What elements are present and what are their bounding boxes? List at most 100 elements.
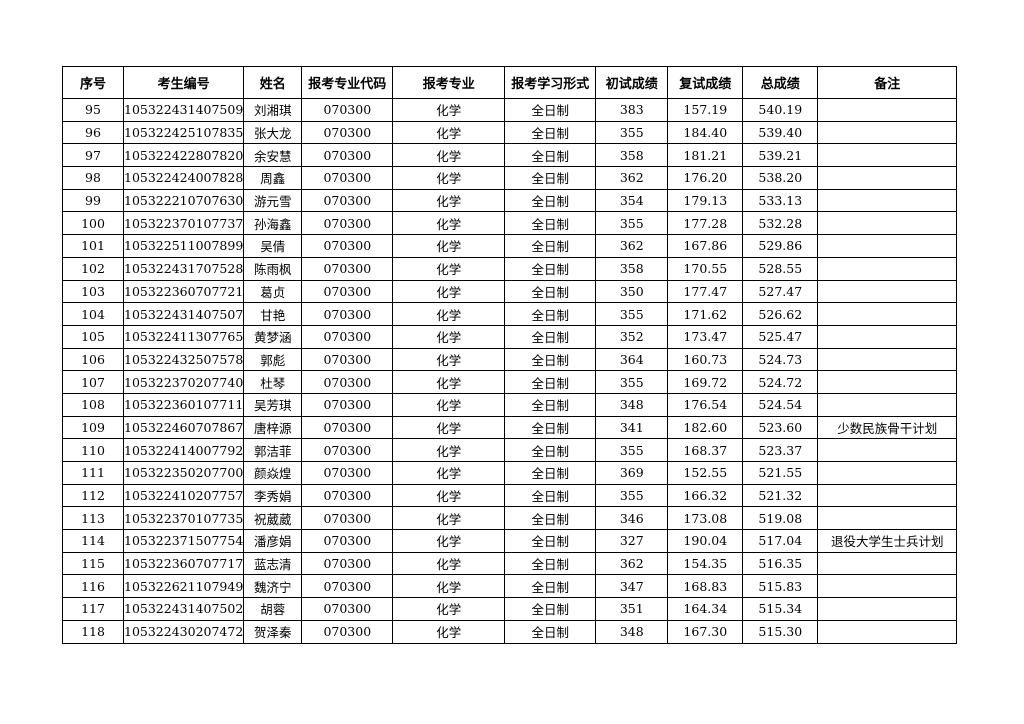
table-cell: 全日制 xyxy=(504,302,597,326)
table-cell: 105322460707867 xyxy=(122,415,245,440)
table-cell: 521.55 xyxy=(742,461,819,485)
table-cell xyxy=(817,438,958,462)
table-cell: 全日制 xyxy=(504,619,597,644)
table-cell: 全日制 xyxy=(504,166,597,190)
table-cell: 521.32 xyxy=(742,483,819,508)
table-cell xyxy=(817,324,958,349)
table-cell: 103 xyxy=(62,279,124,304)
table-cell: 化学 xyxy=(392,551,506,576)
table-cell: 胡蓉 xyxy=(243,597,303,621)
table-cell: 515.34 xyxy=(742,597,819,621)
table-cell: 全日制 xyxy=(504,279,597,304)
header-cell: 初试成绩 xyxy=(595,66,669,99)
table-cell: 179.13 xyxy=(667,188,744,213)
table-cell: 周鑫 xyxy=(243,166,303,190)
table-cell: 全日制 xyxy=(504,143,597,168)
table-cell: 070300 xyxy=(301,574,394,599)
table-cell: 114 xyxy=(62,529,124,553)
table-cell: 523.60 xyxy=(742,415,819,440)
table-cell: 化学 xyxy=(392,211,506,236)
table-cell: 化学 xyxy=(392,529,506,553)
table-cell: 106 xyxy=(62,347,124,372)
table-cell: 潘彦娟 xyxy=(243,529,303,553)
table-cell xyxy=(817,506,958,531)
table-row: 110 105322414007792 郭洁菲 070300 化学 全日制 355 168.3… xyxy=(62,438,958,462)
table-cell: 化学 xyxy=(392,438,506,462)
table-cell: 少数民族骨干计划 xyxy=(817,415,958,440)
table-cell: 110 xyxy=(62,438,124,462)
table-row: 116 105322621107949 魏济宁 070300 化学 全日制 347 168.8… xyxy=(62,574,958,599)
table-cell: 全日制 xyxy=(504,506,597,531)
table-row: 118 105322430207472 贺泽秦 070300 化学 全日制 348 167.3… xyxy=(62,619,958,644)
table-cell: 152.55 xyxy=(667,461,744,485)
header-cell: 考生编号 xyxy=(122,66,245,99)
table-cell: 105322370107737 xyxy=(122,211,245,236)
table-cell: 郭洁菲 xyxy=(243,438,303,462)
table-cell: 525.47 xyxy=(742,324,819,349)
table-cell: 全日制 xyxy=(504,483,597,508)
table-row: 104 105322431407507 甘艳 070300 化学 全日制 355 171.62… xyxy=(62,302,958,326)
table-cell: 105322360707717 xyxy=(122,551,245,576)
table-cell: 甘艳 xyxy=(243,302,303,326)
table-cell: 167.30 xyxy=(667,619,744,644)
table-cell: 164.34 xyxy=(667,597,744,621)
table-cell: 化学 xyxy=(392,234,506,258)
table-cell xyxy=(817,256,958,281)
table-cell: 全日制 xyxy=(504,370,597,394)
table-cell: 化学 xyxy=(392,302,506,326)
table-cell: 070300 xyxy=(301,415,394,440)
table-row: 113 105322370107735 祝葳葳 070300 化学 全日制 346 173.0… xyxy=(62,506,958,531)
table-cell: 全日制 xyxy=(504,347,597,372)
table-cell xyxy=(817,461,958,485)
table-cell: 182.60 xyxy=(667,415,744,440)
table-cell: 157.19 xyxy=(667,98,744,122)
table-cell: 105 xyxy=(62,324,124,349)
table-row: 103 105322360707721 葛贞 070300 化学 全日制 350 177.47… xyxy=(62,279,958,304)
table-cell xyxy=(817,188,958,213)
table-row: 97 105322422807820 余安慧 070300 化学 全日制 358 181.21… xyxy=(62,143,958,168)
table-cell: 070300 xyxy=(301,370,394,394)
table-row: 99 105322210707630 游元雪 070300 化学 全日制 354 179.13… xyxy=(62,188,958,213)
table-cell: 351 xyxy=(595,597,669,621)
table-cell: 全日制 xyxy=(504,392,597,417)
table-cell: 化学 xyxy=(392,574,506,599)
table-cell: 全日制 xyxy=(504,529,597,553)
table-row: 111 105322350207700 颜焱煌 070300 化学 全日制 369 152.5… xyxy=(62,461,958,485)
table-cell: 化学 xyxy=(392,506,506,531)
table-cell: 化学 xyxy=(392,415,506,440)
table-cell: 96 xyxy=(62,120,124,145)
table-cell: 全日制 xyxy=(504,234,597,258)
table-row: 95 105322431407509 刘湘琪 070300 化学 全日制 383 157.19… xyxy=(62,98,958,122)
table-cell: 070300 xyxy=(301,461,394,485)
table-cell: 孙海鑫 xyxy=(243,211,303,236)
table-cell: 160.73 xyxy=(667,347,744,372)
table-cell xyxy=(817,551,958,576)
table-cell: 化学 xyxy=(392,619,506,644)
table-cell: 吴倩 xyxy=(243,234,303,258)
table-cell xyxy=(817,143,958,168)
table-cell: 98 xyxy=(62,166,124,190)
table-cell: 105322210707630 xyxy=(122,188,245,213)
table-cell: 葛贞 xyxy=(243,279,303,304)
table-cell: 533.13 xyxy=(742,188,819,213)
table-cell: 全日制 xyxy=(504,211,597,236)
table-cell: 105322360107711 xyxy=(122,392,245,417)
table-cell: 全日制 xyxy=(504,324,597,349)
table-cell: 355 xyxy=(595,438,669,462)
table-cell: 105322425107835 xyxy=(122,120,245,145)
table-cell: 唐梓源 xyxy=(243,415,303,440)
table-cell: 化学 xyxy=(392,166,506,190)
table-cell: 全日制 xyxy=(504,415,597,440)
table-cell: 524.72 xyxy=(742,370,819,394)
table-cell: 362 xyxy=(595,166,669,190)
table-row: 102 105322431707528 陈雨枫 070300 化学 全日制 358 170.5… xyxy=(62,256,958,281)
table-cell: 117 xyxy=(62,597,124,621)
table-cell xyxy=(817,302,958,326)
table-cell: 515.83 xyxy=(742,574,819,599)
table-cell: 祝葳葳 xyxy=(243,506,303,531)
table-cell: 070300 xyxy=(301,483,394,508)
table-row: 108 105322360107711 吴芳琪 070300 化学 全日制 348 176.5… xyxy=(62,392,958,417)
table-cell: 105322431707528 xyxy=(122,256,245,281)
table-cell: 538.20 xyxy=(742,166,819,190)
table-row: 112 105322410207757 李秀娟 070300 化学 全日制 355 166.3… xyxy=(62,483,958,508)
